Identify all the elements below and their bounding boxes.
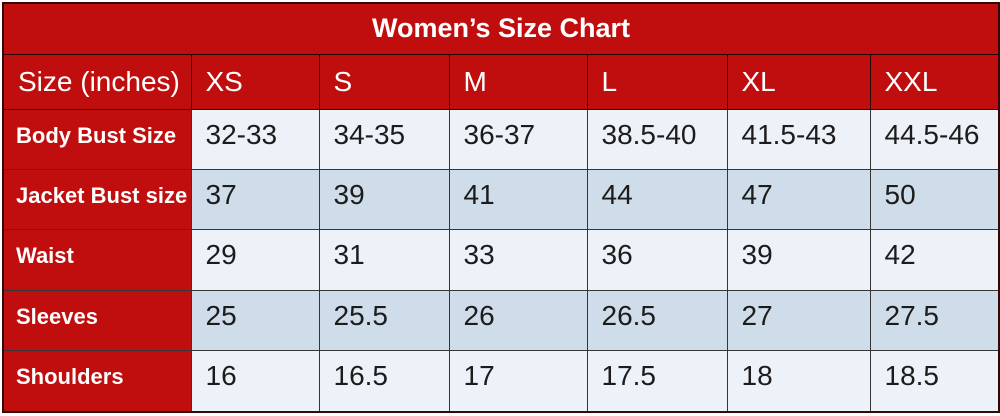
row-label-waist: Waist [2, 229, 192, 291]
column-header-xl: XL [726, 53, 871, 110]
column-header-xs: XS [190, 53, 320, 110]
cell-sleeves-s: 25.5 [318, 289, 450, 352]
cell-body-bust-xxl: 44.5-46 [869, 108, 1000, 170]
row-label-sleeves: Sleeves [2, 289, 192, 352]
column-header-l: L [586, 53, 728, 110]
cell-body-bust-xs: 32-33 [190, 108, 320, 170]
column-header-xxl: XXL [869, 53, 1000, 110]
cell-waist-xxl: 42 [869, 229, 1000, 291]
cell-waist-s: 31 [318, 229, 450, 291]
column-header-size-inches: Size (inches) [2, 53, 192, 110]
cell-body-bust-s: 34-35 [318, 108, 450, 170]
column-header-s: S [318, 53, 450, 110]
cell-waist-l: 36 [586, 229, 728, 291]
cell-waist-m: 33 [448, 229, 588, 291]
title-row: Women’s Size Chart [2, 2, 1000, 55]
cell-sleeves-m: 26 [448, 289, 588, 352]
cell-shoulders-xxl: 18.5 [869, 350, 1000, 413]
cell-waist-xl: 39 [726, 229, 871, 291]
table-row-body-bust-size: Body Bust Size 32-33 34-35 36-37 38.5-40… [2, 108, 1000, 170]
cell-body-bust-xl: 41.5-43 [726, 108, 871, 170]
column-header-row: Size (inches) XS S M L XL XXL [2, 53, 1000, 110]
cell-sleeves-l: 26.5 [586, 289, 728, 352]
cell-sleeves-xl: 27 [726, 289, 871, 352]
table-row-shoulders: Shoulders 16 16.5 17 17.5 18 18.5 [2, 350, 1000, 413]
cell-jacket-bust-xxl: 50 [869, 168, 1000, 231]
cell-jacket-bust-l: 44 [586, 168, 728, 231]
cell-shoulders-m: 17 [448, 350, 588, 413]
cell-shoulders-s: 16.5 [318, 350, 450, 413]
cell-sleeves-xxl: 27.5 [869, 289, 1000, 352]
column-header-m: M [448, 53, 588, 110]
cell-sleeves-xs: 25 [190, 289, 320, 352]
cell-body-bust-m: 36-37 [448, 108, 588, 170]
cell-jacket-bust-xl: 47 [726, 168, 871, 231]
row-label-shoulders: Shoulders [2, 350, 192, 413]
row-label-body-bust-size: Body Bust Size [2, 108, 192, 170]
cell-shoulders-l: 17.5 [586, 350, 728, 413]
table-row-sleeves: Sleeves 25 25.5 26 26.5 27 27.5 [2, 289, 1000, 352]
cell-waist-xs: 29 [190, 229, 320, 291]
cell-jacket-bust-xs: 37 [190, 168, 320, 231]
table-row-jacket-bust-size: Jacket Bust size 37 39 41 44 47 50 [2, 168, 1000, 231]
row-label-jacket-bust-size: Jacket Bust size [2, 168, 192, 231]
cell-shoulders-xl: 18 [726, 350, 871, 413]
cell-body-bust-l: 38.5-40 [586, 108, 728, 170]
table-row-waist: Waist 29 31 33 36 39 42 [2, 229, 1000, 291]
cell-shoulders-xs: 16 [190, 350, 320, 413]
cell-jacket-bust-s: 39 [318, 168, 450, 231]
page-title: Women’s Size Chart [2, 2, 1000, 55]
cell-jacket-bust-m: 41 [448, 168, 588, 231]
